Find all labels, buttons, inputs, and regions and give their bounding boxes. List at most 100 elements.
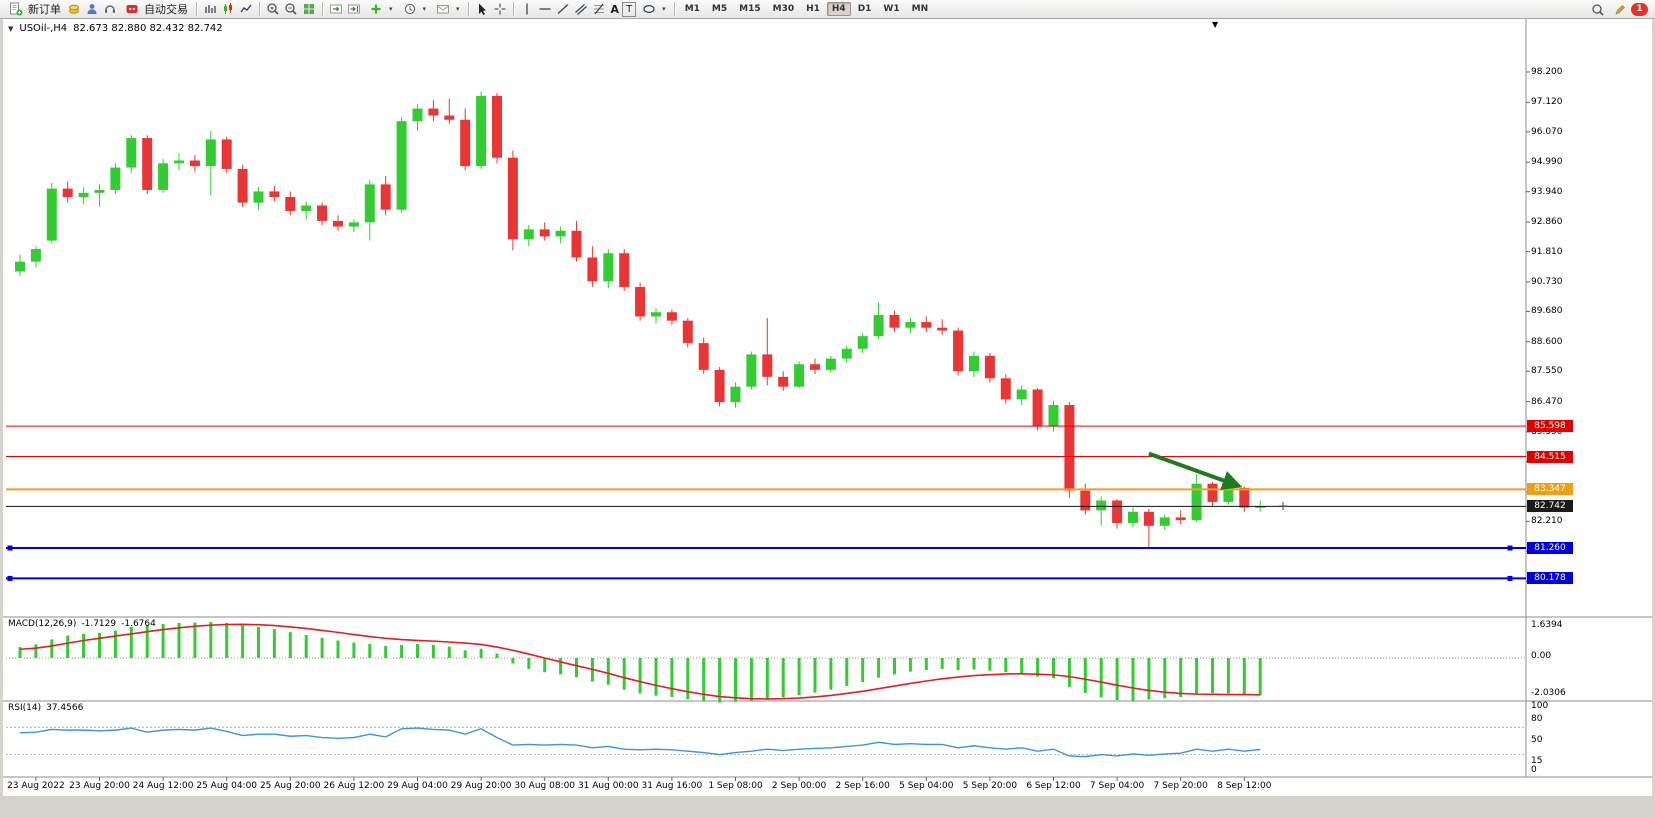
templates-button[interactable]: ▾ [430,1,464,18]
price-badge: 81.260 [1527,542,1573,554]
candle-body [1080,490,1091,511]
indicator-plus-icon [368,1,384,17]
candle-body [158,163,169,191]
caret-down-icon: ▾ [422,5,427,13]
arrow-annotation[interactable] [1148,451,1243,490]
price-tick-label: 96.070 [1531,126,1563,137]
timeframe-button-H1[interactable]: H1 [806,4,820,14]
profile-icon[interactable] [84,1,100,17]
compose-button[interactable] [1613,1,1627,18]
line-handle[interactable] [7,575,13,581]
auto-scroll-icon[interactable] [328,1,344,17]
toolbar-separator [673,2,675,16]
price-tick-label: 87.550 [1531,366,1563,377]
price-badge: 85.598 [1527,420,1573,433]
channel-tool-icon[interactable] [573,1,589,17]
candle-body [1064,404,1075,491]
bar-chart-icon[interactable] [202,1,218,17]
price-tick-label: 82.210 [1531,516,1563,527]
timeframe-button-M30[interactable]: M30 [772,4,795,14]
timeframe-button-MN[interactable]: MN [911,4,929,14]
autotrading-label: 自动交易 [144,3,188,16]
candle-body [619,253,630,287]
chart-background[interactable] [3,19,1652,796]
macd-scale-label: -2.0306 [1531,688,1566,698]
chart-shift-marker[interactable]: ▼ [1212,20,1219,29]
line-handle[interactable] [1507,575,1513,581]
line-chart-icon[interactable] [238,1,254,17]
price-cursor-mark [1279,502,1287,510]
price-badge: 83.347 [1527,483,1573,496]
candle-body [348,222,359,227]
text-tool-button[interactable]: A [610,2,620,16]
candle-body [539,229,550,237]
search-button[interactable] [1591,1,1605,18]
line-handle[interactable] [7,545,13,551]
time-axis-label: 30 Aug 08:00 [514,781,576,791]
candle-body [937,327,948,331]
candle-body [30,249,41,262]
candle-body [1223,487,1234,502]
timeframe-button-M5[interactable]: M5 [711,4,728,14]
market-watch-icon[interactable] [66,1,82,17]
candle-body [873,315,884,337]
candle-body [476,95,487,167]
candlestick-chart-icon[interactable] [220,1,236,17]
timeframe-button-M1[interactable]: M1 [684,4,700,14]
macd-indicator-label: MACD(12,26,9) -1.7129 -1.6764 [8,619,156,629]
candle-body [94,190,105,193]
candle-body [1032,389,1043,427]
timeframe-button-H4[interactable]: H4 [826,2,851,16]
fibonacci-tool-icon[interactable] [591,1,607,17]
vertical-line-tool-icon[interactable] [519,1,535,17]
candle-body [492,95,502,158]
crosshair-icon[interactable] [492,1,508,17]
candle-body [905,322,916,328]
candle-body [507,157,518,240]
ohlc-values: 82.673 82.880 82.432 82.742 [73,23,223,34]
price-tick-label: 91.810 [1531,246,1563,257]
candle-body [1207,483,1218,502]
candle-body [221,139,232,169]
toolbar-separator [322,2,323,16]
candle-body [15,261,25,272]
autotrading-button[interactable]: 自动交易 [119,1,192,18]
label-tool-button[interactable]: T [622,1,637,17]
timeframe-button-M15[interactable]: M15 [739,4,761,14]
rsi-indicator-label: RSI(14) 37.4566 [8,703,83,713]
chart-shift-icon[interactable] [346,1,362,17]
rsi-scale-label: 80 [1531,714,1543,724]
support-headset-icon[interactable] [102,1,118,17]
zoom-out-icon[interactable] [283,1,299,17]
horizontal-line-tool-icon[interactable] [537,1,553,17]
rsi-scale-label: 15 [1531,756,1543,766]
timeframe-button-D1[interactable]: D1 [857,4,872,14]
search-icon [1592,3,1604,16]
new-order-button[interactable]: 新订单 [3,1,65,18]
trendline-tool-icon[interactable] [555,1,571,17]
shapes-button[interactable]: ▾ [636,1,670,18]
candle-body [969,355,979,372]
indicators-button[interactable]: ▾ [363,1,397,18]
zoom-in-icon[interactable] [265,1,281,17]
line-handle[interactable] [1507,545,1513,551]
timeframe-button-W1[interactable]: W1 [883,4,900,14]
periods-button[interactable]: ▾ [397,1,431,18]
macd-scale-label: 0.00 [1531,651,1552,661]
price-tick-label: 97.120 [1531,97,1563,108]
candle-body [444,115,455,120]
candle-body [603,253,614,282]
tile-windows-icon[interactable] [301,1,317,17]
candle-body [1191,483,1202,521]
time-axis-label: 29 Aug 04:00 [387,781,448,791]
rsi-line [19,727,1261,758]
candle-body [1143,511,1154,526]
cursor-icon[interactable] [474,1,490,17]
notification-badge[interactable]: 1 [1631,3,1648,16]
ohlc-collapse-icon[interactable]: ▼ [8,24,14,33]
price-badge: 82.742 [1527,500,1573,513]
candle-body [746,354,757,387]
price-badge: 80.178 [1527,572,1573,585]
candle-body [778,376,789,387]
